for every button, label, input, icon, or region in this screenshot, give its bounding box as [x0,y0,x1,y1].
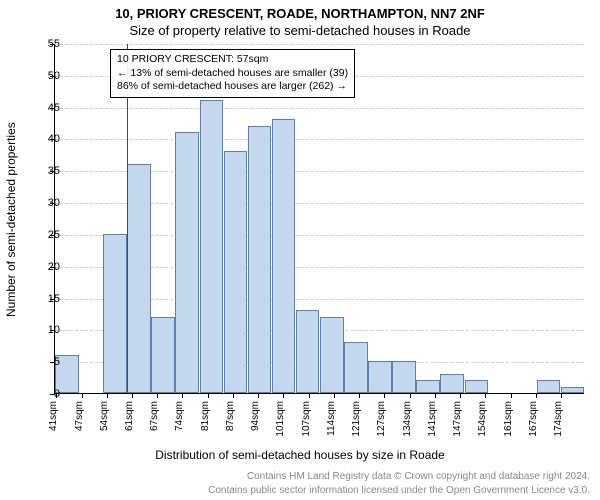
ytick-label: 10 [30,324,60,336]
xtick-label: 61sqm [124,401,135,431]
y-axis-label: Number of semi-detached properties [4,122,18,317]
histogram-bar [151,317,175,393]
xtick-mark [132,393,133,398]
ytick-label: 25 [30,229,60,241]
xtick-label: 174sqm [553,401,564,437]
ytick-label: 40 [30,133,60,145]
xtick-mark [208,393,209,398]
xtick-label: 41sqm [48,401,59,431]
xtick-mark [309,393,310,398]
xtick-mark [258,393,259,398]
histogram-bar [127,164,151,393]
annotation-line-2: ← 13% of semi-detached houses are smalle… [117,67,348,81]
ytick-label: 45 [30,102,60,114]
xtick-mark [561,393,562,398]
histogram-bar [344,342,368,393]
histogram-bar [440,374,464,393]
xtick-label: 67sqm [149,401,160,431]
histogram-bar [200,100,224,393]
plot-area: 41sqm47sqm54sqm61sqm67sqm74sqm81sqm87sqm… [54,44,584,394]
histogram-bar [320,317,344,393]
xtick-label: 107sqm [301,401,312,437]
grid-line [55,44,584,45]
histogram-bar [272,119,296,393]
xtick-label: 121sqm [351,401,362,437]
ytick-label: 50 [30,70,60,82]
xtick-label: 54sqm [99,401,110,431]
histogram-bar [368,361,392,393]
xtick-label: 167sqm [528,401,539,437]
annotation-box: 10 PRIORY CRESCENT: 57sqm ← 13% of semi-… [110,49,355,98]
chart-title-subtitle: Size of property relative to semi-detach… [0,23,600,38]
histogram-bar [465,380,489,393]
histogram-bar [537,380,561,393]
xtick-mark [334,393,335,398]
histogram-bar [561,387,585,393]
footer-copyright-2: Contains public sector information licen… [0,485,590,496]
xtick-mark [157,393,158,398]
x-axis-label: Distribution of semi-detached houses by … [0,448,600,462]
xtick-label: 134sqm [402,401,413,437]
annotation-line-3: 86% of semi-detached houses are larger (… [117,80,348,94]
ytick-label: 35 [30,165,60,177]
xtick-mark [460,393,461,398]
ytick-label: 20 [30,261,60,273]
xtick-mark [359,393,360,398]
ytick-label: 5 [30,356,60,368]
histogram-bar [392,361,416,393]
ytick-label: 30 [30,197,60,209]
annotation-line-1: 10 PRIORY CRESCENT: 57sqm [117,53,348,67]
xtick-label: 161sqm [503,401,514,437]
xtick-label: 114sqm [326,401,337,436]
histogram-bar [416,380,440,393]
xtick-mark [384,393,385,398]
xtick-mark [536,393,537,398]
xtick-mark [107,393,108,398]
ytick-label: 15 [30,293,60,305]
xtick-mark [435,393,436,398]
xtick-label: 141sqm [427,401,438,437]
xtick-mark [511,393,512,398]
xtick-label: 74sqm [174,401,185,431]
histogram-bar [296,310,320,393]
chart-title-address: 10, PRIORY CRESCENT, ROADE, NORTHAMPTON,… [0,6,600,21]
xtick-label: 87sqm [225,401,236,431]
footer-copyright-1: Contains HM Land Registry data © Crown c… [0,471,590,482]
xtick-label: 81sqm [200,401,211,431]
histogram-bar [103,234,127,393]
histogram-bar [175,132,199,393]
xtick-mark [410,393,411,398]
xtick-label: 101sqm [275,401,286,437]
xtick-mark [82,393,83,398]
xtick-label: 147sqm [452,401,463,437]
xtick-label: 154sqm [477,401,488,437]
xtick-label: 94sqm [250,401,261,431]
ytick-label: 55 [30,38,60,50]
xtick-label: 127sqm [376,401,387,437]
histogram-bar [224,151,248,393]
xtick-label: 47sqm [74,401,85,431]
histogram-bar [248,126,272,393]
xtick-mark [485,393,486,398]
xtick-mark [233,393,234,398]
grid-line [55,139,584,140]
grid-line [55,108,584,109]
xtick-mark [283,393,284,398]
ytick-label: 0 [30,388,60,400]
xtick-mark [182,393,183,398]
